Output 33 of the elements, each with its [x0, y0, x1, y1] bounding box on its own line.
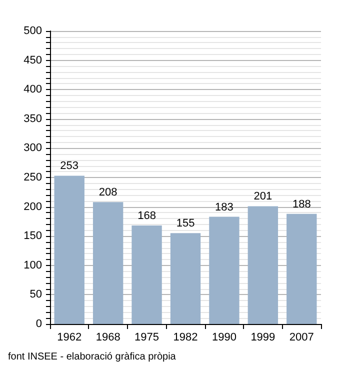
y-tick-label: 500 [24, 25, 42, 37]
bar [209, 216, 240, 324]
y-tick-label: 300 [24, 142, 42, 154]
data-label: 183 [215, 201, 234, 214]
x-tick-label: 1982 [173, 332, 198, 344]
y-tick-label: 400 [24, 84, 42, 96]
data-label: 253 [60, 160, 79, 172]
data-label: 201 [254, 190, 272, 203]
x-tick-label: 1999 [250, 332, 276, 344]
bar [132, 226, 162, 324]
data-label: 155 [176, 218, 195, 230]
bar [54, 176, 84, 324]
x-tick-label: 1962 [57, 332, 82, 344]
x-tick-label: 1975 [134, 332, 160, 344]
bar [248, 206, 278, 324]
y-tick-label: 250 [24, 172, 42, 184]
y-tick-label: 100 [24, 259, 42, 272]
data-label: 168 [138, 210, 156, 222]
y-tick-label: 450 [24, 54, 42, 66]
x-tick-label: 1968 [96, 332, 120, 344]
bar [92, 202, 124, 324]
bar [286, 214, 317, 324]
y-tick-label: 150 [24, 230, 42, 242]
data-label: 188 [292, 198, 311, 210]
y-tick-label: 0 [36, 318, 42, 330]
bar [170, 233, 201, 324]
y-tick-label: 350 [24, 112, 42, 125]
data-label: 208 [98, 186, 118, 199]
x-tick-label: 2007 [289, 332, 314, 344]
y-tick-label: 50 [30, 288, 42, 301]
text: font INSEE - elaboració gràfica pròpia [8, 352, 176, 362]
y-tick-label: 200 [24, 200, 42, 213]
x-tick-label: 1990 [212, 332, 236, 344]
